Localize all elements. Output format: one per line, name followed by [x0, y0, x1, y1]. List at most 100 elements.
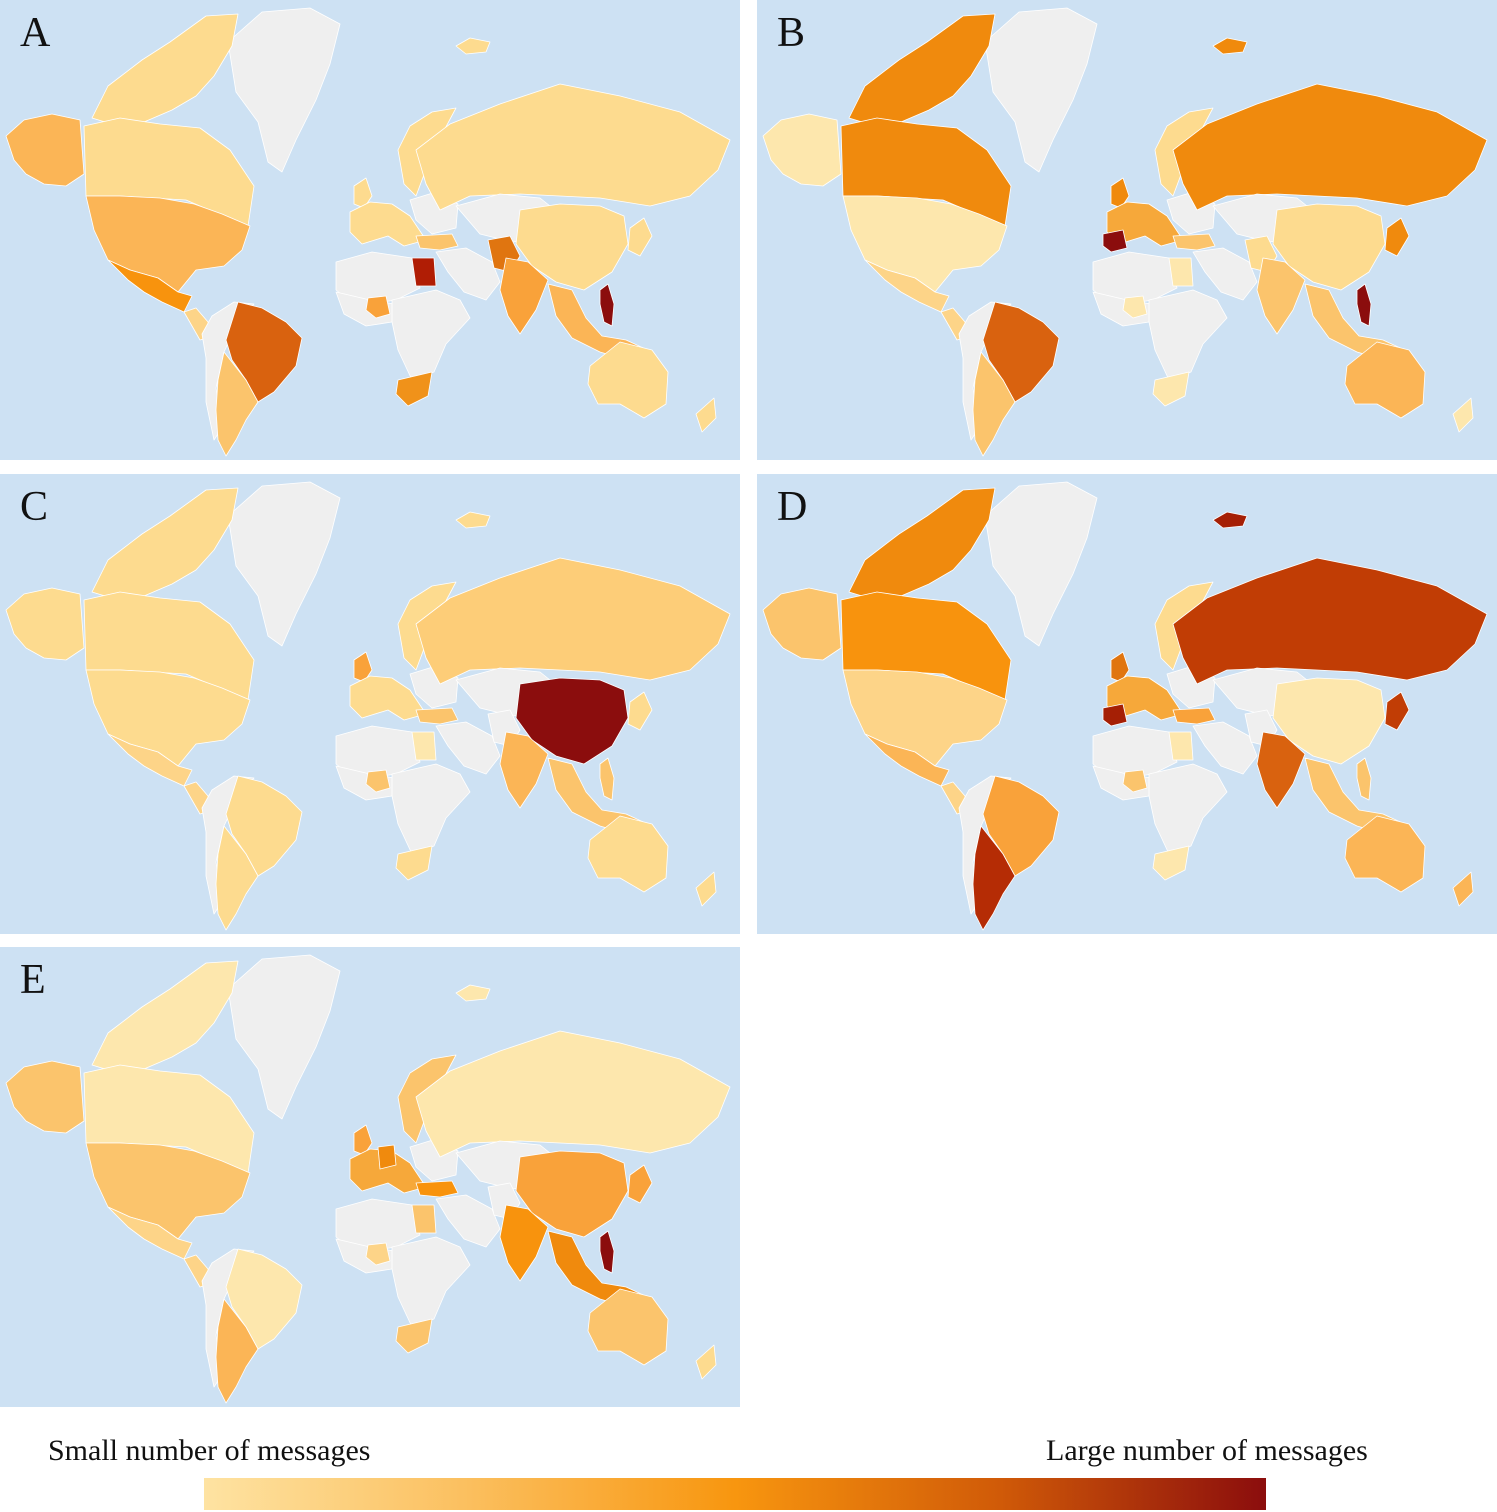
country-middle-east — [435, 247, 501, 301]
country-china — [1272, 203, 1386, 291]
country-argentina — [215, 825, 259, 931]
world-map — [762, 7, 1488, 457]
country-arctic — [848, 487, 996, 601]
map-panel-a: A — [0, 0, 740, 460]
country-japan — [627, 217, 653, 257]
country-egypt — [411, 731, 437, 761]
country-egypt — [411, 1204, 437, 1234]
country-central-africa — [391, 289, 471, 381]
country-china — [1272, 677, 1386, 765]
country-egypt — [411, 257, 437, 287]
legend-color-bar — [204, 1478, 1266, 1510]
country-arctic — [848, 13, 996, 127]
country-mexico — [864, 733, 950, 787]
country-arctic — [91, 13, 239, 127]
country-western-europe — [349, 675, 427, 721]
country-central-africa — [391, 1236, 471, 1328]
country-brazil — [982, 301, 1060, 403]
country-australia — [1344, 815, 1426, 893]
country-brazil — [982, 775, 1060, 877]
country-brazil — [225, 301, 303, 403]
country-mexico — [107, 259, 193, 313]
panel-label: A — [20, 10, 51, 56]
country-south-africa — [395, 845, 433, 881]
country-india — [1256, 257, 1306, 335]
legend-max-label: Large number of messages — [1046, 1434, 1368, 1467]
country-new-zealand — [1452, 397, 1474, 433]
country-alaska — [5, 113, 85, 187]
panel-label: D — [777, 484, 808, 530]
country-south-africa — [1152, 845, 1190, 881]
country-philippines — [599, 757, 615, 801]
world-map — [5, 954, 731, 1404]
country-nigeria — [365, 1242, 391, 1266]
country-russia — [1172, 83, 1488, 211]
country-egypt — [1168, 731, 1194, 761]
country-japan — [1384, 217, 1410, 257]
country-south-africa — [395, 371, 433, 407]
world-map — [762, 481, 1488, 931]
country-svalbard — [1212, 37, 1248, 55]
country-uk — [353, 651, 373, 683]
country-arctic — [91, 960, 239, 1074]
country-nigeria — [1122, 769, 1148, 793]
country-greenland — [227, 954, 341, 1120]
country-egypt — [1168, 257, 1194, 287]
country-middle-east — [435, 721, 501, 775]
legend-min-label: Small number of messages — [48, 1434, 371, 1467]
country-central-africa — [391, 763, 471, 855]
world-map — [5, 7, 731, 457]
country-japan — [1384, 691, 1410, 731]
country-uk — [353, 177, 373, 209]
country-australia — [587, 341, 669, 419]
country-middle-east — [435, 1194, 501, 1248]
map-panel-e: E — [0, 947, 740, 1407]
country-greenland — [984, 481, 1098, 647]
country-russia — [415, 1030, 731, 1158]
panel-label: B — [777, 10, 806, 56]
country-philippines — [599, 283, 615, 327]
panel-label: C — [20, 484, 49, 530]
country-central-africa — [1148, 289, 1228, 381]
country-middle-east — [1192, 247, 1258, 301]
country-russia — [415, 557, 731, 685]
country-svalbard — [1212, 511, 1248, 529]
country-greenland — [984, 7, 1098, 173]
country-mexico — [864, 259, 950, 313]
country-turkey — [415, 1180, 459, 1198]
country-germany — [377, 1144, 397, 1170]
country-new-zealand — [1452, 871, 1474, 907]
country-new-zealand — [695, 1344, 717, 1380]
country-argentina — [972, 351, 1016, 457]
country-india — [499, 1204, 549, 1282]
country-alaska — [762, 113, 842, 187]
country-new-zealand — [695, 397, 717, 433]
country-svalbard — [455, 37, 491, 55]
country-philippines — [1356, 757, 1372, 801]
country-uk — [353, 1124, 373, 1156]
country-turkey — [415, 707, 459, 725]
country-south-africa — [1152, 371, 1190, 407]
country-alaska — [5, 587, 85, 661]
country-argentina — [215, 1298, 259, 1404]
country-svalbard — [455, 511, 491, 529]
country-japan — [627, 691, 653, 731]
country-brazil — [225, 775, 303, 877]
country-india — [499, 257, 549, 335]
country-alaska — [5, 1060, 85, 1134]
country-uk — [1110, 177, 1130, 209]
country-nigeria — [365, 295, 391, 319]
country-turkey — [1172, 233, 1216, 251]
country-india — [499, 731, 549, 809]
map-panel-c: C — [0, 474, 740, 934]
country-australia — [587, 815, 669, 893]
map-panel-b: B — [757, 0, 1497, 460]
country-argentina — [972, 825, 1016, 931]
country-spain — [1102, 703, 1128, 727]
country-russia — [415, 83, 731, 211]
country-argentina — [215, 351, 259, 457]
country-svalbard — [455, 984, 491, 1002]
map-panel-d: D — [757, 474, 1497, 934]
world-map — [5, 481, 731, 931]
country-nigeria — [365, 769, 391, 793]
